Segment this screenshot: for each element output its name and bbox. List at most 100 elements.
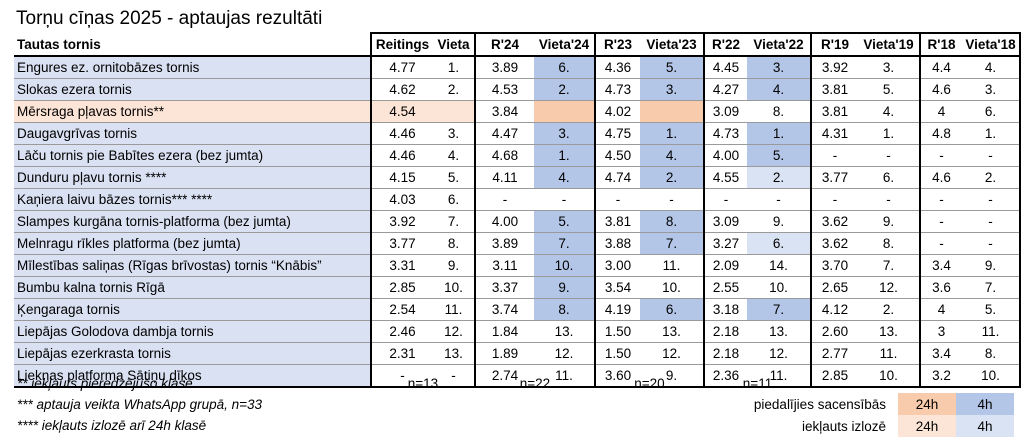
- table-cell: 12.: [433, 320, 475, 343]
- table-cell: 6.: [747, 232, 811, 255]
- table-cell: -: [919, 232, 962, 255]
- table-cell: 1.89: [474, 342, 534, 365]
- table-cell: 4.46: [370, 144, 433, 167]
- table-cell: 4.: [962, 55, 1021, 79]
- table-cell: 9.: [962, 254, 1021, 277]
- table-cell: -: [919, 144, 962, 167]
- table-cell: 4.03: [370, 188, 433, 211]
- table-cell: 3.09: [703, 210, 747, 233]
- column-header: Vieta'18: [962, 32, 1021, 57]
- table-cell: 3.09: [703, 100, 747, 123]
- table-cell: 4.11: [474, 166, 534, 189]
- table-cell: 7.: [747, 298, 811, 321]
- table-cell: -: [962, 188, 1021, 211]
- table-cell: 5.: [962, 298, 1021, 321]
- tower-name: Engures ez. ornitobāzes tornis: [14, 55, 371, 79]
- table-cell: [640, 100, 704, 123]
- table-cell: 10.: [433, 276, 475, 299]
- table-cell: [534, 100, 595, 123]
- table-cell: 4.6: [919, 78, 962, 101]
- table-cell: 3.88: [594, 232, 640, 255]
- table-cell: 4.62: [370, 78, 433, 101]
- table-cell: 3.: [858, 55, 920, 79]
- table-row: Lieknas platforma Sātiņu dīķos - -2.74 11. 3…: [14, 364, 1021, 388]
- table-cell: 4.31: [810, 122, 858, 145]
- page-title: Torņu cīņas 2025 - aptaujas rezultāti: [16, 8, 323, 29]
- table-cell: 3.4: [919, 342, 962, 365]
- table-cell: 2.65: [810, 276, 858, 299]
- table-row: Liepājas Golodova dambja tornis 2.46 12. 1.…: [14, 320, 1021, 343]
- table-cell: 3.60: [594, 364, 640, 388]
- table-row: Liepājas ezerkrasta tornis 2.31 13. 1.89 12.…: [14, 342, 1021, 365]
- tower-name: Liepājas Golodova dambja tornis: [14, 320, 371, 343]
- tower-name: Lāču tornis pie Babītes ezera (bez jumta…: [14, 144, 371, 167]
- tower-name: Mērsraga pļavas tornis**: [14, 100, 371, 123]
- table-cell: 3.18: [703, 298, 747, 321]
- table-cell: 8.: [534, 298, 595, 321]
- table-footer: ** iekļauts pieredzējušo klasē n=13 n=22…: [14, 373, 811, 436]
- column-header: Tautas tornis: [14, 33, 371, 57]
- table-header-row: Tautas tornis Reitings Vieta R'24 Vieta'…: [14, 32, 1021, 57]
- table-cell: -: [534, 188, 595, 211]
- table-row: Ķengaraga tornis 2.54 11. 3.74 8. 4.19 6. 3.18 7…: [14, 298, 1021, 321]
- table-cell: 4.50: [594, 144, 640, 167]
- table-cell: 3: [919, 320, 962, 343]
- table-cell: 13.: [534, 320, 595, 343]
- table-cell: 4.: [747, 78, 811, 101]
- table-cell: 3.81: [810, 100, 858, 123]
- table-cell: 3.: [433, 122, 475, 145]
- table-cell: [433, 100, 475, 123]
- table-cell: 13.: [433, 342, 475, 365]
- table-cell: 5.: [747, 144, 811, 167]
- table-cell: 9.: [433, 254, 475, 277]
- table-cell: 11.: [640, 254, 704, 277]
- table-cell: 8.: [747, 100, 811, 123]
- table-cell: 4.53: [474, 78, 534, 101]
- table-cell: 4.36: [594, 55, 640, 79]
- tower-name: Ķengaraga tornis: [14, 298, 371, 321]
- table-cell: 3.92: [810, 55, 858, 79]
- table-row: Mīlestības saliņas (Rīgas brīvostas) tor…: [14, 254, 1021, 277]
- table-cell: 8.: [433, 232, 475, 255]
- tower-name: Liepājas ezerkrasta tornis: [14, 342, 371, 365]
- table-cell: 5.: [858, 78, 920, 101]
- table-cell: -: [594, 188, 640, 211]
- tower-name: Melnragu rīkles platforma (bez jumta): [14, 232, 371, 255]
- table-cell: 4.73: [594, 78, 640, 101]
- table-cell: -: [810, 144, 858, 167]
- results-table: Tautas tornis Reitings Vieta R'24 Vieta'…: [14, 32, 1021, 388]
- table-cell: 13.: [640, 320, 704, 343]
- table-cell: -: [962, 232, 1021, 255]
- table-cell: 7.: [534, 232, 595, 255]
- table-cell: 4.: [858, 100, 920, 123]
- table-cell: 5.: [534, 210, 595, 233]
- table-cell: -: [962, 210, 1021, 233]
- footnote: **** iekļauts izlozē arī 24h klasē: [17, 418, 207, 433]
- sample-size-r22: n=11: [742, 376, 773, 391]
- table-cell: 9.: [747, 210, 811, 233]
- legend-swatch-lottery-24h: 24h: [898, 415, 956, 437]
- table-cell: 1.: [747, 122, 811, 145]
- table-cell: 3.2: [919, 364, 962, 388]
- table-row: Melnragu rīkles platforma (bez jumta) 3.7…: [14, 232, 1021, 255]
- table-row: Bumbu kalna tornis Rīgā 2.85 10. 3.37 9. 3.54…: [14, 276, 1021, 299]
- table-cell: 1.50: [594, 342, 640, 365]
- table-cell: -: [858, 144, 920, 167]
- table-row: Kaņiera laivu bāzes tornis*** **** 4.03 6.…: [14, 188, 1021, 211]
- table-cell: 3.: [962, 78, 1021, 101]
- table-cell: 4.75: [594, 122, 640, 145]
- table-cell: 6.: [858, 166, 920, 189]
- table-cell: 6.: [962, 100, 1021, 123]
- table-cell: 8.: [640, 210, 704, 233]
- tower-name: Kaņiera laivu bāzes tornis*** ****: [14, 188, 371, 211]
- column-header: Reitings: [370, 32, 433, 57]
- table-cell: 2.36: [703, 364, 747, 388]
- column-header: R'23: [594, 32, 640, 57]
- footnote: ** iekļauts pieredzējušo klasē: [17, 376, 193, 391]
- tower-name: Slampes kurgāna tornis-platforma (bez ju…: [14, 210, 371, 233]
- table-cell: 1.: [962, 122, 1021, 145]
- legend-swatch-4h: 4h: [956, 393, 1014, 415]
- table-row: Slokas ezera tornis 4.62 2. 4.53 2. 4.73 3. 4.2…: [14, 78, 1021, 101]
- table-cell: 11.: [747, 364, 811, 388]
- table-cell: 2.77: [810, 342, 858, 365]
